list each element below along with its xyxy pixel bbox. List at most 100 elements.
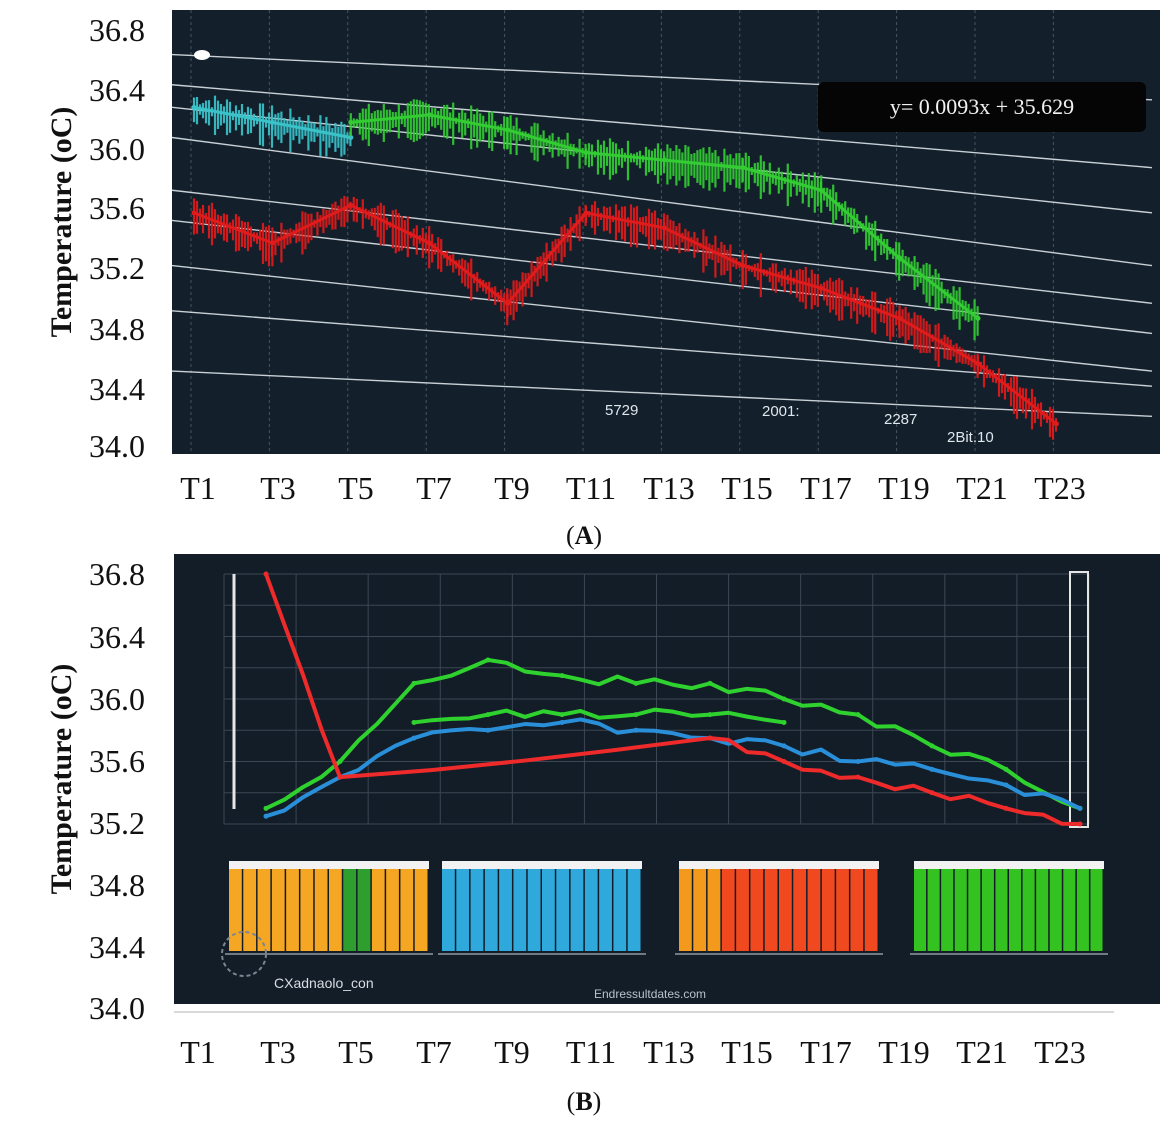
panel-b-inset-bar [693,869,707,951]
panel-b-inset-bar [779,869,792,951]
panel-b-inset-bar [613,869,627,951]
panel-b-inset-bar [914,869,927,951]
panel-b-data-point [263,813,269,819]
panel-b-data-point [411,719,417,725]
panel-a-xtick: T15 [721,470,773,506]
panel-b-inset-bar [968,869,981,951]
panel-b-ytick: 35.2 [89,805,145,841]
panel-b-xtick: T17 [800,1034,852,1070]
panel-a-marker [194,50,210,60]
panel-b-ytick: 35.6 [89,743,145,779]
panel-b-inset-bar [1022,869,1035,951]
panel-a-data-point [661,157,667,163]
panel-a-reference-line [172,84,1153,169]
panel-b-data-point [781,743,787,749]
panel-a-reference-line [172,136,1153,267]
panel-a-data-point [426,240,432,246]
panel-b-logo-icon [221,931,267,977]
panel-a-data-point [661,225,667,231]
panel-b-inset-bar [400,869,414,951]
panel-b-inset-bar [1009,869,1022,951]
panel-b-data-point [707,712,713,718]
panel-a-plot: 5729 2001: 2287 2Bit.10 [172,10,1160,454]
panel-b-data-point [781,719,787,725]
panel-a-data-point [583,150,589,156]
panel-a-ytick: 34.0 [89,428,145,464]
panel-b-inset-bar [995,869,1008,951]
panel-a-data-point [897,315,903,321]
panel-b-inset-bar [456,869,470,951]
panel-b-xtick: T13 [643,1034,695,1070]
panel-b-data-point [411,735,417,741]
panel-b-inset-bar [807,869,821,951]
panel-b-inset-bar [1090,869,1103,951]
panel-a-ytick: 34.4 [89,371,145,407]
panel-b-data-point [855,774,861,780]
panel-b-data-point [855,712,861,718]
panel-b-data-point [1003,805,1009,811]
panel-a-ytick: 36.8 [89,12,145,48]
panel-b-ytick: 34.4 [89,929,145,965]
trendline-equation-label: y= 0.0093x + 35.629 [818,82,1146,132]
panel-b-data-point [1003,782,1009,788]
panel-a-xtick: T13 [643,470,695,506]
panel-b-data-point [929,790,935,796]
panel-a-reference-line [172,219,1153,335]
panel-a-data-point [897,255,903,261]
panel-b-data-point [559,719,565,725]
panel-b-inset-bar [954,869,967,951]
panel-a-data-point [505,300,511,306]
panel-b-inset-bar [599,869,612,951]
panel-b-data-point [485,727,491,733]
panel-b-inset-header [914,861,1104,869]
panel-a-annotation: 2Bit.10 [947,429,994,446]
panel-b-data-point [781,696,787,702]
panel-b-baseline [174,1011,1114,1013]
panel-a-data-point [269,240,275,246]
panel-a-data-point [740,263,746,269]
panel-a-series-line [193,203,1058,426]
panel-b-ytick: 34.8 [89,867,145,903]
panel-b-inset-bar [793,869,807,951]
panel-b-data-point [707,735,713,741]
panel-b-inset-bar [721,869,735,951]
panel-b-data-point [337,774,343,780]
panel-b-xtick: T3 [260,1034,296,1070]
panel-b-inset-bar [850,869,864,951]
panel-b-xtick: T19 [878,1034,930,1070]
panel-a-xtick: T5 [338,470,374,506]
panel-b-ytick: 34.0 [89,990,145,1026]
panel-b-inset-bar [1049,869,1062,951]
panel-a-data-point [583,210,589,216]
panel-b-inset-bar [836,869,849,951]
panel-b-caption-letter: B [575,1087,593,1116]
panel-a-data-point [975,315,981,321]
panel-a-xtick: T7 [416,470,452,506]
panel-a-data-point [818,285,824,291]
panel-b-data-point [485,712,491,718]
panel-b-inset-bar [864,869,878,951]
panel-a-data-point [740,165,746,171]
panel-b-inset-bar [707,869,721,951]
panel-b-data-point [1077,821,1083,827]
panel-a-data-point [505,127,511,133]
panel-b-data-point [411,680,417,686]
panel-b-inset-bar [1076,869,1089,951]
panel-b-inset-bar [570,869,584,951]
panel-b-inset-bar [257,869,271,951]
panel-a-xtick: T3 [260,470,296,506]
panel-b-ytick: 36.0 [89,681,145,717]
panel-b-inset-bar [484,869,498,951]
panel-b-inset-bar [286,869,299,951]
panel-b-inset-bar [499,869,512,951]
panel-b-data-point [855,759,861,764]
panel-a-ytick: 35.2 [89,250,145,286]
panel-a-data-point [818,187,824,193]
panel-b-data-point [337,759,343,764]
panel-b-data-point [1077,805,1083,811]
panel-b-inset-bar [1063,869,1076,951]
panel-b-data-point [707,680,713,686]
panel-b-data-point [633,680,639,686]
panel-b-inset-bar [300,869,314,951]
